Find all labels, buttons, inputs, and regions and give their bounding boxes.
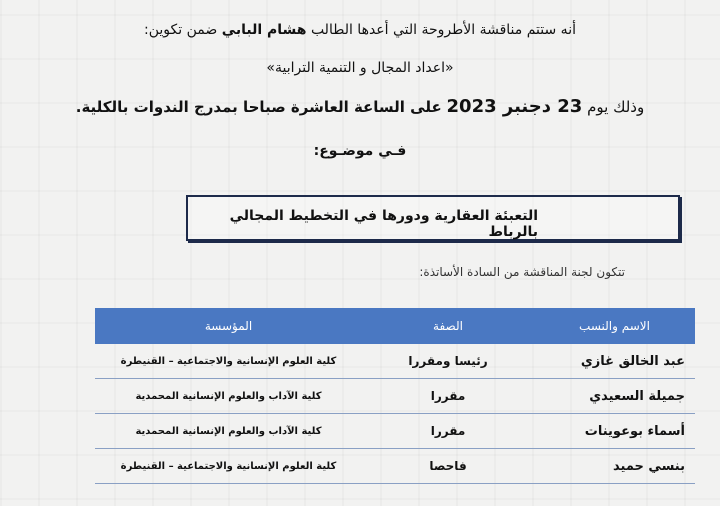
table-row: جميلة السعيدي مقررا كلية الآداب والعلوم … [95,379,695,414]
header-institution: المؤسسة [95,308,362,344]
program-name: «اعداد المجال و التنمية الترابية» [0,60,720,76]
member-institution: كلية الآداب والعلوم الإنسانية المحمدية [95,414,362,449]
topic-box: التعبئة العقارية ودورها في التخطيط المجا… [186,195,680,241]
table-row-partial [95,484,695,506]
committee-intro: تتكون لجنة المناقشة من السادة الأساتذة: [419,265,625,279]
text: وذلك يوم [587,98,644,116]
header-role: الصفة [362,308,534,344]
announcement-line: أنه ستتم مناقشة الأطروحة التي أعدها الطا… [0,22,720,38]
table-header: الاسم والنسب الصفة المؤسسة [95,308,695,344]
table-row: أسماء بوعوينات مقررا كلية الآداب والعلوم… [95,414,695,449]
table-row: عبد الخالق غازي رئيسا ومقررا كلية العلوم… [95,344,695,379]
member-name: جميلة السعيدي [534,379,695,414]
member-name: عبد الخالق غازي [534,344,695,379]
defense-date: 23 دجنبر 2023 [447,96,583,117]
member-role: مقررا [362,379,534,414]
topic-label: فـي موضـوع: [0,143,720,159]
member-role: رئيسا ومقررا [362,344,534,379]
member-name: أسماء بوعوينات [534,414,695,449]
member-institution: كلية الآداب والعلوم الإنسانية المحمدية [95,379,362,414]
member-role: مقررا [362,414,534,449]
student-name: هشام البابي [222,22,307,38]
date-line: وذلك يوم 23 دجنبر 2023 على الساعة العاشر… [0,96,720,117]
text: أنه ستتم مناقشة الأطروحة التي أعدها الطا… [311,22,576,38]
member-name: بنسي حميد [534,449,695,484]
member-institution: كلية العلوم الإنسانية والاجتماعية – القن… [95,449,362,484]
member-role: فاحصا [362,449,534,484]
header-name: الاسم والنسب [534,308,695,344]
thesis-topic: التعبئة العقارية ودورها في التخطيط المجا… [188,208,538,240]
defense-time-place: على الساعة العاشرة صباحا بمدرج الندوات ب… [76,98,442,116]
table-row: بنسي حميد فاحصا كلية العلوم الإنسانية وا… [95,449,695,484]
member-institution: كلية العلوم الإنسانية والاجتماعية – القن… [95,344,362,379]
text: ضمن تكوين: [144,22,217,38]
committee-table: الاسم والنسب الصفة المؤسسة عبد الخالق غا… [95,308,695,506]
